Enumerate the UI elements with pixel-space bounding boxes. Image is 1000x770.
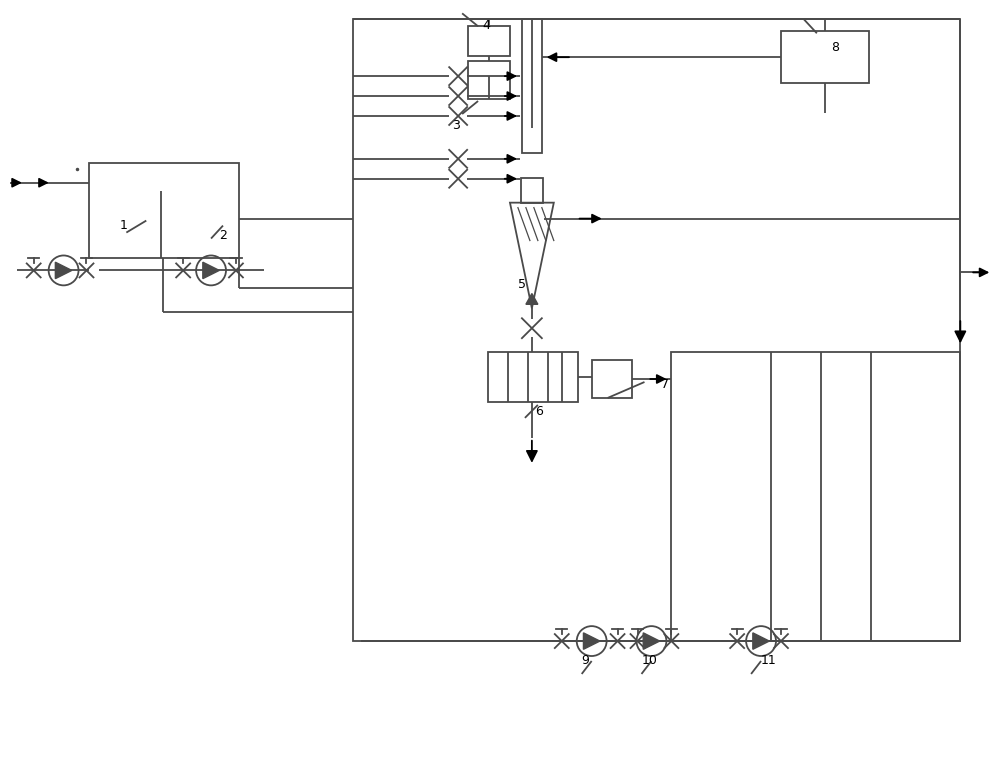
Text: 2: 2 bbox=[219, 229, 227, 242]
Text: 10: 10 bbox=[641, 654, 657, 667]
Text: 8: 8 bbox=[831, 42, 839, 54]
Bar bbox=[781, 32, 869, 83]
Bar bbox=[522, 19, 542, 152]
Bar bbox=[521, 178, 543, 203]
Bar bbox=[89, 162, 239, 259]
Bar bbox=[353, 19, 960, 641]
Bar bbox=[592, 360, 632, 398]
Text: 4: 4 bbox=[482, 19, 490, 32]
Text: 11: 11 bbox=[761, 654, 777, 667]
Text: 6: 6 bbox=[535, 405, 543, 418]
Polygon shape bbox=[55, 263, 72, 279]
Polygon shape bbox=[203, 263, 219, 279]
Polygon shape bbox=[753, 633, 769, 649]
Text: 1: 1 bbox=[119, 219, 127, 232]
Bar bbox=[468, 26, 510, 56]
Text: 7: 7 bbox=[661, 378, 669, 391]
Bar bbox=[488, 352, 578, 402]
Polygon shape bbox=[583, 633, 600, 649]
Bar bbox=[468, 61, 510, 99]
Text: 3: 3 bbox=[452, 119, 460, 132]
Polygon shape bbox=[643, 633, 660, 649]
Text: 5: 5 bbox=[518, 278, 526, 291]
Bar bbox=[671, 352, 960, 641]
Text: 9: 9 bbox=[582, 654, 590, 667]
Polygon shape bbox=[526, 293, 538, 304]
